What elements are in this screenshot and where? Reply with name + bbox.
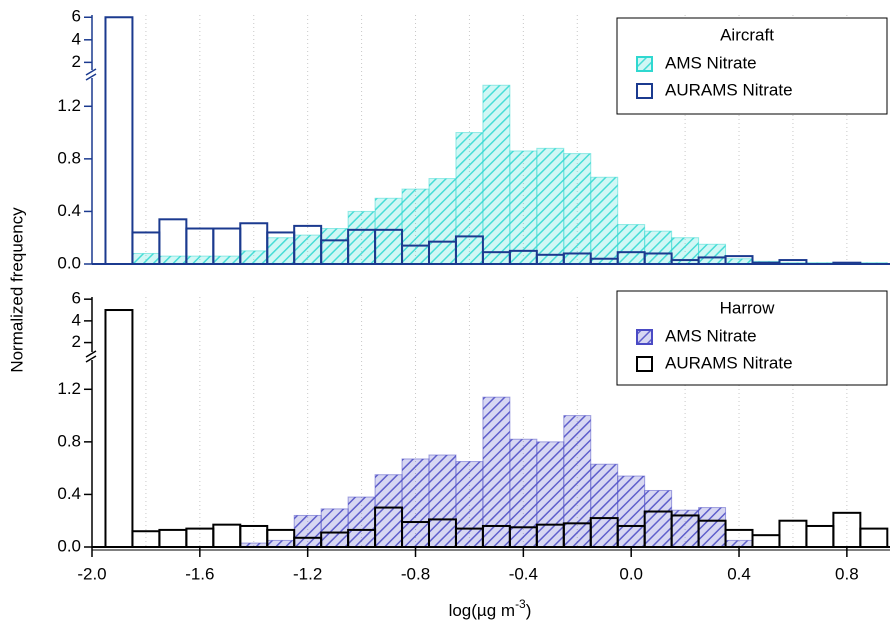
legend-title: Harrow [720,298,776,317]
bar [401,188,430,265]
bar [644,230,673,265]
y-tick-label: 1.2 [57,96,81,115]
bar [239,250,268,265]
legend-swatch [636,56,653,72]
bar [320,228,349,265]
bar [482,84,511,265]
x-label-sup: -3 [515,597,526,611]
x-tick-label: 0.0 [619,564,643,583]
x-tick-label: -0.4 [509,564,538,583]
legend-label: AURAMS Nitrate [665,80,793,99]
bar [293,234,322,265]
bar [158,255,187,265]
bar [428,178,457,265]
bar [617,224,646,265]
x-tick-label: 0.4 [727,564,751,583]
x-tick-label: -0.8 [401,564,430,583]
bar [428,454,457,548]
y-tick-label: 0.0 [57,253,81,272]
axis-break [85,73,97,81]
legend-swatch [636,329,653,345]
legend-label: AMS Nitrate [665,326,757,345]
y-tick-label: 2 [72,332,81,351]
bar [536,147,565,265]
legend-swatch [636,356,653,372]
bar [212,523,242,549]
bar [590,463,619,548]
bar [104,309,134,548]
bar [455,132,484,265]
bar [374,197,403,265]
bar [455,461,484,548]
bar [347,210,376,265]
x-label-end: ) [526,601,532,620]
bar [536,441,565,548]
bar [131,252,160,265]
legend-swatch [636,83,653,99]
bar [266,237,295,265]
bar [698,243,727,265]
bar [644,489,673,548]
bar [212,255,241,265]
y-tick-label: 0.8 [57,148,81,167]
y-tick-label: 0.8 [57,431,81,450]
x-axis-label: log(µg m-3) [449,597,532,620]
legend-label: AMS Nitrate [665,53,757,72]
bar [509,438,538,548]
axis-break [85,350,97,358]
y-tick-label: 4 [72,310,81,329]
bar [563,415,592,548]
y-tick-label: 4 [72,29,81,48]
y-tick-label: 0.4 [57,484,81,503]
x-tick-label: -1.2 [293,564,322,583]
axis-break [85,355,97,363]
bar [185,255,214,265]
bar [751,534,781,549]
bar [293,514,322,548]
bar [347,496,376,548]
x-label-text: log(µg m [449,601,515,620]
x-tick-label: -1.6 [185,564,214,583]
y-tick-label: 1.2 [57,379,81,398]
legend-title: Aircraft [720,25,774,44]
bar [374,474,403,548]
y-tick-label: 6 [72,7,81,26]
y-tick-label: 6 [72,289,81,308]
bar [320,508,349,548]
bar [563,153,592,265]
bar [104,16,134,265]
bar [158,528,188,549]
y-tick-label: 2 [72,52,81,71]
bar [482,396,511,548]
bar [698,507,727,548]
bar [859,527,889,548]
bar [617,475,646,548]
legend-label: AURAMS Nitrate [665,353,793,372]
x-tick-label: 0.8 [835,564,859,583]
y-axis-label: Normalized frequency [7,207,26,373]
axis-break [85,68,97,76]
bar [401,458,430,548]
legend-box [616,17,888,115]
bar [509,150,538,265]
bar [590,176,619,265]
y-tick-label: 0.4 [57,201,81,220]
y-tick-label: 0.0 [57,536,81,555]
x-tick-label: -2.0 [77,564,106,583]
legend-box [616,290,888,386]
bar [805,524,835,549]
